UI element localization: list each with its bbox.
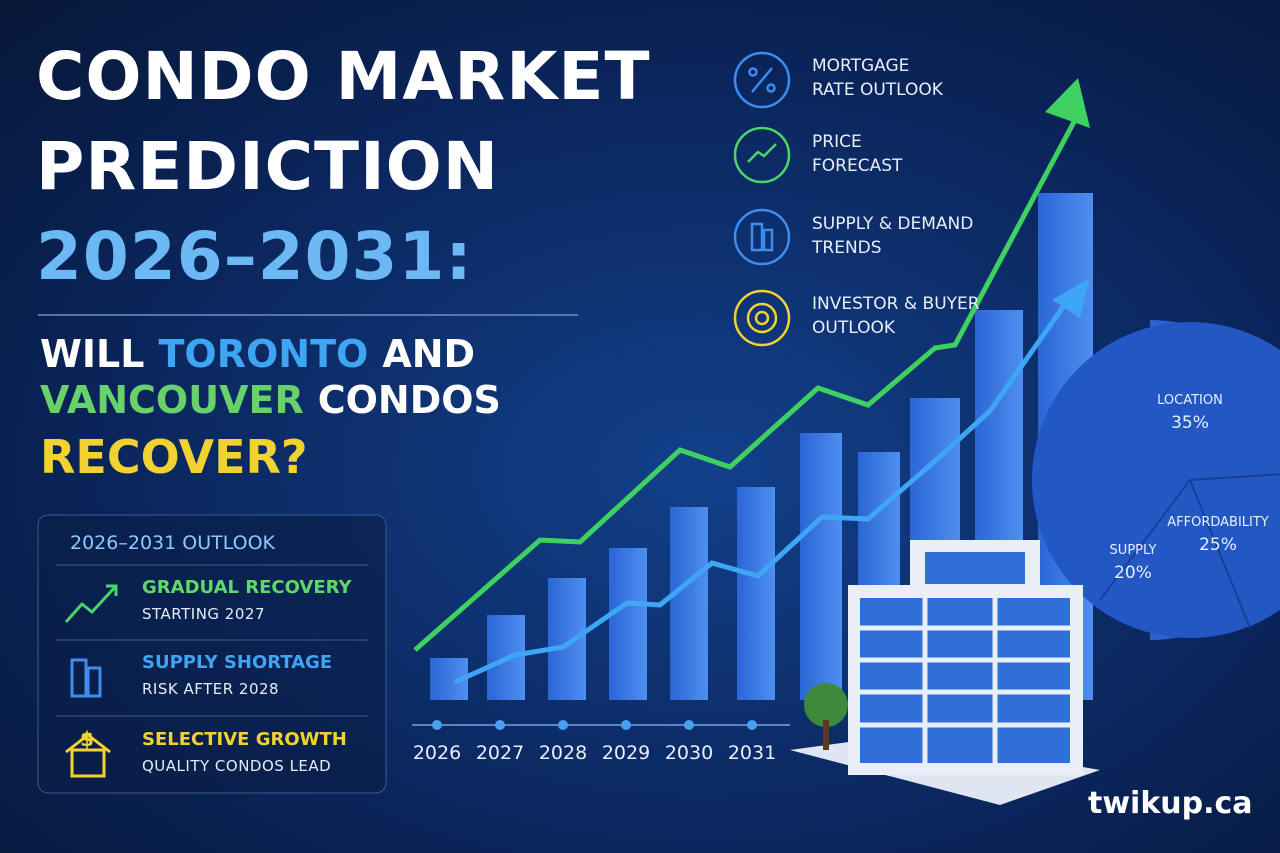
question-word: VANCOUVER bbox=[40, 378, 304, 422]
feature-icons bbox=[733, 51, 791, 347]
year-dot bbox=[495, 720, 505, 730]
year-dot bbox=[558, 720, 568, 730]
decor-blue-line bbox=[453, 298, 1071, 685]
question-line: WILL TORONTO AND bbox=[40, 332, 489, 376]
question-word: WILL bbox=[40, 332, 145, 376]
question-line: RECOVER? bbox=[40, 430, 308, 484]
year-label: 2030 bbox=[664, 742, 714, 764]
arrow-head bbox=[1045, 78, 1090, 128]
building bbox=[790, 540, 1100, 805]
outlook-item-title: GRADUAL RECOVERY bbox=[142, 577, 352, 598]
outlook-icon: $ bbox=[80, 727, 94, 751]
pie-slice-value: 25% bbox=[1199, 535, 1237, 555]
outlook-item-detail: RISK AFTER 2028 bbox=[142, 680, 280, 698]
year-dot bbox=[684, 720, 694, 730]
feature-line: MORTGAGE bbox=[812, 56, 910, 76]
question-word: TORONTO bbox=[158, 332, 369, 376]
pie-slices bbox=[1099, 473, 1280, 629]
year-label: 2028 bbox=[538, 742, 588, 764]
feature-line: TRENDS bbox=[812, 238, 882, 258]
outlook-item-detail: STARTING 2027 bbox=[142, 605, 265, 623]
pie-slice-name: AFFORDABILITY bbox=[1167, 515, 1269, 530]
brand: twikup.ca bbox=[1088, 786, 1253, 821]
decor-green-line bbox=[413, 118, 1078, 652]
feature-line: PRICE bbox=[812, 132, 862, 152]
title-line: PREDICTION bbox=[36, 128, 499, 205]
question-word: CONDOS bbox=[317, 378, 501, 422]
pie-slice-value: 35% bbox=[1171, 413, 1209, 433]
feature-line: FORECAST bbox=[812, 156, 903, 176]
year-label: 2029 bbox=[601, 742, 651, 764]
year-dot bbox=[621, 720, 631, 730]
year-label: 2031 bbox=[727, 742, 777, 764]
outlook-item-title: SELECTIVE GROWTH bbox=[142, 729, 347, 750]
year-label: 2027 bbox=[475, 742, 525, 764]
outlook-icons bbox=[64, 584, 118, 778]
year-dot bbox=[432, 720, 442, 730]
outlook-item-detail: QUALITY CONDOS LEAD bbox=[142, 757, 332, 775]
pie-slice-value: 20% bbox=[1114, 563, 1152, 583]
pie-slice-name: SUPPLY bbox=[1109, 543, 1157, 558]
question-word: AND bbox=[382, 332, 476, 376]
outlook-item-title: SUPPLY SHORTAGE bbox=[142, 652, 333, 673]
pie-label: SUPPLY 20% bbox=[1110, 540, 1157, 584]
pie-label: LOCATION 35% bbox=[1157, 390, 1223, 434]
pie-slice-name: LOCATION bbox=[1157, 393, 1223, 408]
feature-line: OUTLOOK bbox=[812, 318, 895, 338]
title-line: 2026–2031: bbox=[36, 218, 473, 295]
outlook-box bbox=[37, 514, 387, 794]
feature-line: SUPPLY & DEMAND bbox=[812, 214, 974, 234]
year-label: 2026 bbox=[412, 742, 462, 764]
outlook-title: 2026–2031 OUTLOOK bbox=[70, 532, 275, 554]
question-line: VANCOUVER CONDOS bbox=[40, 378, 515, 422]
pie-label: AFFORDABILITY 25% bbox=[1167, 512, 1269, 556]
year-dot bbox=[747, 720, 757, 730]
pie bbox=[1032, 322, 1280, 638]
arrow-head bbox=[1052, 278, 1090, 318]
feature-line: INVESTOR & BUYER bbox=[812, 294, 980, 314]
feature-line: RATE OUTLOOK bbox=[812, 80, 943, 100]
outlook-dividers bbox=[56, 564, 368, 717]
title-line: CONDO MARKET bbox=[36, 38, 651, 115]
